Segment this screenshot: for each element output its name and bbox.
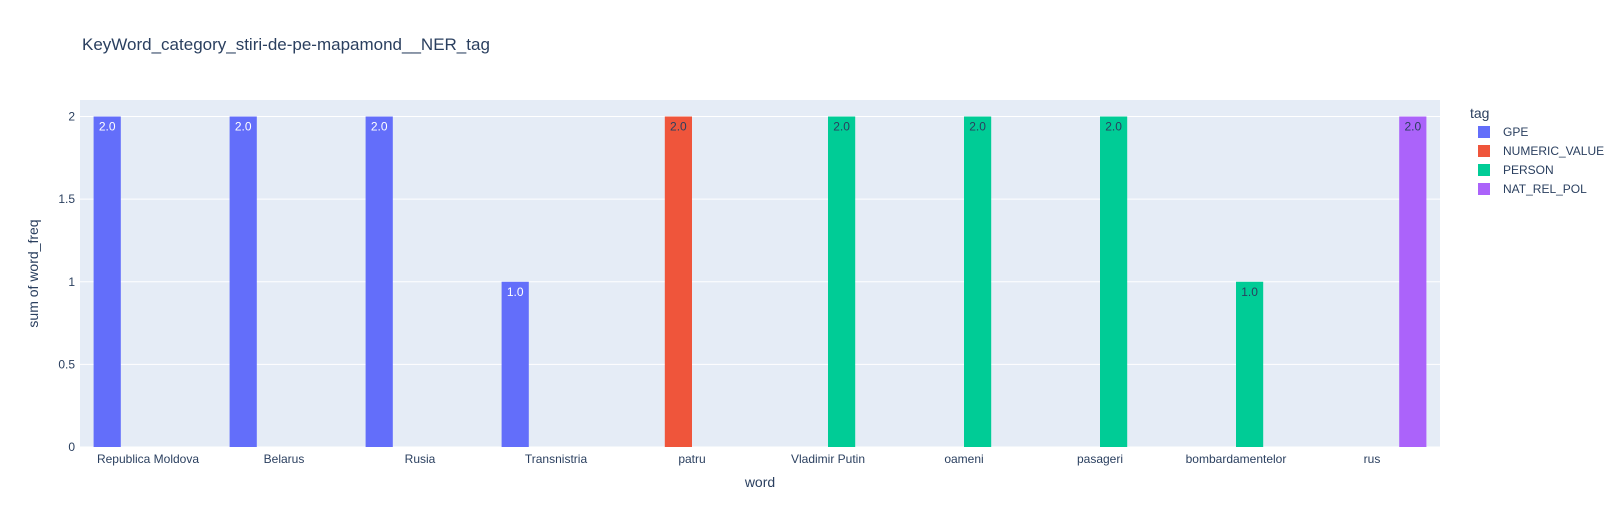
legend: tag GPE NUMERIC_VALUE PERSON NAT_REL_POL — [1470, 105, 1604, 196]
bar-value-label: 2.0 — [235, 120, 252, 134]
legend-swatch — [1478, 183, 1490, 195]
x-tick-label: pasageri — [1077, 452, 1123, 466]
x-tick-label: Transnistria — [525, 452, 588, 466]
y-tick-label: 2 — [68, 110, 75, 124]
bar-value-label: 2.0 — [670, 120, 687, 134]
y-tick-label: 1.5 — [58, 192, 75, 206]
x-tick-label: Republica Moldova — [97, 452, 199, 466]
bar-value-label: 1.0 — [1241, 285, 1258, 299]
bar-value-label: 2.0 — [371, 120, 388, 134]
bar — [365, 116, 393, 448]
x-axis-ticks: Republica Moldova Belarus Rusia Transnistri… — [97, 452, 1380, 466]
bar — [964, 116, 992, 448]
x-tick-label: oameni — [944, 452, 983, 466]
bar-value-label: 2.0 — [969, 120, 986, 134]
bar — [229, 116, 257, 448]
legend-title: tag — [1470, 105, 1489, 121]
bar — [1399, 116, 1427, 448]
y-axis-title: sum of word_freq — [25, 219, 41, 327]
legend-swatch — [1478, 126, 1490, 138]
bar-value-label: 2.0 — [1105, 120, 1122, 134]
x-tick-label: Vladimir Putin — [791, 452, 865, 466]
x-tick-label: patru — [678, 452, 705, 466]
bar-value-label: 2.0 — [833, 120, 850, 134]
x-tick-label: bombardamentelor — [1186, 452, 1287, 466]
bar — [828, 116, 856, 448]
legend-item-label[interactable]: GPE — [1503, 125, 1528, 139]
chart-title: KeyWord_category_stiri-de-pe-mapamond__N… — [82, 35, 490, 54]
x-tick-label: Belarus — [264, 452, 305, 466]
bar — [1236, 281, 1264, 447]
y-tick-label: 0.5 — [58, 357, 75, 371]
y-axis-ticks: 0 0.5 1 1.5 2 — [58, 110, 75, 454]
bar — [93, 116, 121, 448]
legend-item-label[interactable]: NUMERIC_VALUE — [1503, 144, 1604, 158]
x-axis-title: word — [744, 474, 775, 490]
bar — [664, 116, 692, 448]
gridlines — [80, 116, 1440, 448]
bar-labels: 2.0 2.0 2.0 1.0 2.0 2.0 2.0 2.0 1.0 2.0 — [99, 120, 1422, 299]
legend-item-label[interactable]: NAT_REL_POL — [1503, 182, 1587, 196]
bar — [1100, 116, 1128, 448]
legend-swatch — [1478, 164, 1490, 176]
plot-area — [80, 100, 1440, 447]
bars — [93, 116, 1427, 448]
legend-swatch — [1478, 145, 1490, 157]
bar — [501, 281, 529, 447]
y-tick-label: 0 — [68, 440, 75, 454]
x-tick-label: rus — [1364, 452, 1381, 466]
bar-value-label: 2.0 — [99, 120, 116, 134]
legend-item-label[interactable]: PERSON — [1503, 163, 1554, 177]
x-tick-label: Rusia — [405, 452, 436, 466]
bar-value-label: 1.0 — [507, 285, 524, 299]
y-tick-label: 1 — [68, 275, 75, 289]
bar-value-label: 2.0 — [1404, 120, 1421, 134]
